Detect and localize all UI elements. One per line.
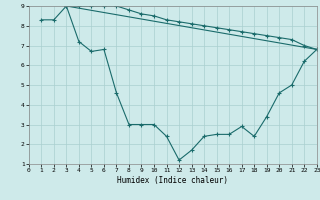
X-axis label: Humidex (Indice chaleur): Humidex (Indice chaleur): [117, 176, 228, 185]
